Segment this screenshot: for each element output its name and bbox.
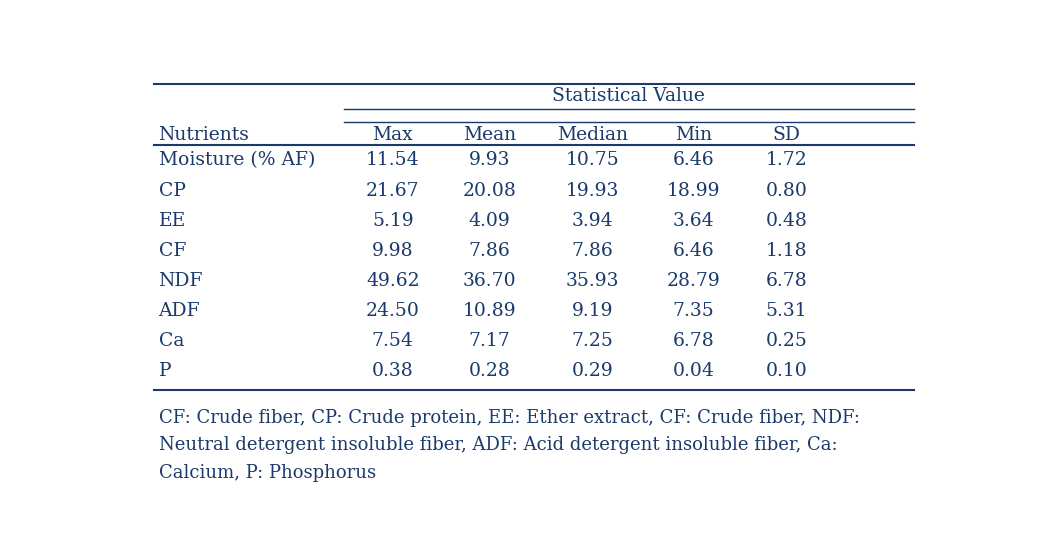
- Text: 10.75: 10.75: [566, 151, 619, 169]
- Text: ADF: ADF: [158, 302, 200, 320]
- Text: 11.54: 11.54: [366, 151, 420, 169]
- Text: 21.67: 21.67: [366, 181, 420, 200]
- Text: Moisture (% AF): Moisture (% AF): [158, 151, 315, 169]
- Text: 0.48: 0.48: [766, 212, 808, 230]
- Text: 49.62: 49.62: [366, 272, 420, 290]
- Text: 0.25: 0.25: [766, 332, 808, 350]
- Text: 7.35: 7.35: [673, 302, 715, 320]
- Text: 10.89: 10.89: [463, 302, 517, 320]
- Text: Max: Max: [372, 126, 413, 144]
- Text: CF: CF: [158, 242, 185, 260]
- Text: 4.09: 4.09: [469, 212, 511, 230]
- Text: 5.19: 5.19: [372, 212, 414, 230]
- Text: 0.38: 0.38: [372, 362, 414, 380]
- Text: 0.04: 0.04: [672, 362, 715, 380]
- Text: 0.28: 0.28: [469, 362, 511, 380]
- Text: 7.17: 7.17: [469, 332, 511, 350]
- Text: 24.50: 24.50: [366, 302, 420, 320]
- Text: Min: Min: [675, 126, 712, 144]
- Text: 6.78: 6.78: [766, 272, 808, 290]
- Text: 6.46: 6.46: [673, 242, 715, 260]
- Text: 6.78: 6.78: [673, 332, 715, 350]
- Text: 7.54: 7.54: [372, 332, 414, 350]
- Text: Statistical Value: Statistical Value: [552, 87, 705, 105]
- Text: 28.79: 28.79: [667, 272, 720, 290]
- Text: 9.19: 9.19: [572, 302, 614, 320]
- Text: 6.46: 6.46: [673, 151, 715, 169]
- Text: 19.93: 19.93: [566, 181, 619, 200]
- Text: 9.98: 9.98: [372, 242, 414, 260]
- Text: CP: CP: [158, 181, 185, 200]
- Text: 7.25: 7.25: [572, 332, 614, 350]
- Text: CF: Crude fiber, CP: Crude protein, EE: Ether extract, CF: Crude fiber, NDF:: CF: Crude fiber, CP: Crude protein, EE: …: [158, 409, 860, 427]
- Text: Mean: Mean: [463, 126, 516, 144]
- Text: 3.64: 3.64: [673, 212, 715, 230]
- Text: Median: Median: [557, 126, 628, 144]
- Text: 18.99: 18.99: [667, 181, 720, 200]
- Text: 3.94: 3.94: [572, 212, 614, 230]
- Text: 9.93: 9.93: [469, 151, 511, 169]
- Text: 5.31: 5.31: [766, 302, 808, 320]
- Text: 35.93: 35.93: [566, 272, 619, 290]
- Text: 1.18: 1.18: [766, 242, 808, 260]
- Text: 0.80: 0.80: [766, 181, 808, 200]
- Text: SD: SD: [772, 126, 800, 144]
- Text: Nutrients: Nutrients: [158, 126, 249, 144]
- Text: P: P: [158, 362, 171, 380]
- Text: 0.29: 0.29: [572, 362, 614, 380]
- Text: NDF: NDF: [158, 272, 203, 290]
- Text: 0.10: 0.10: [766, 362, 808, 380]
- Text: Calcium, P: Phosphorus: Calcium, P: Phosphorus: [158, 464, 375, 482]
- Text: Ca: Ca: [158, 332, 183, 350]
- Text: 36.70: 36.70: [463, 272, 517, 290]
- Text: 1.72: 1.72: [766, 151, 808, 169]
- Text: 20.08: 20.08: [463, 181, 517, 200]
- Text: 7.86: 7.86: [572, 242, 614, 260]
- Text: Neutral detergent insoluble fiber, ADF: Acid detergent insoluble fiber, Ca:: Neutral detergent insoluble fiber, ADF: …: [158, 437, 837, 454]
- Text: 7.86: 7.86: [469, 242, 511, 260]
- Text: EE: EE: [158, 212, 185, 230]
